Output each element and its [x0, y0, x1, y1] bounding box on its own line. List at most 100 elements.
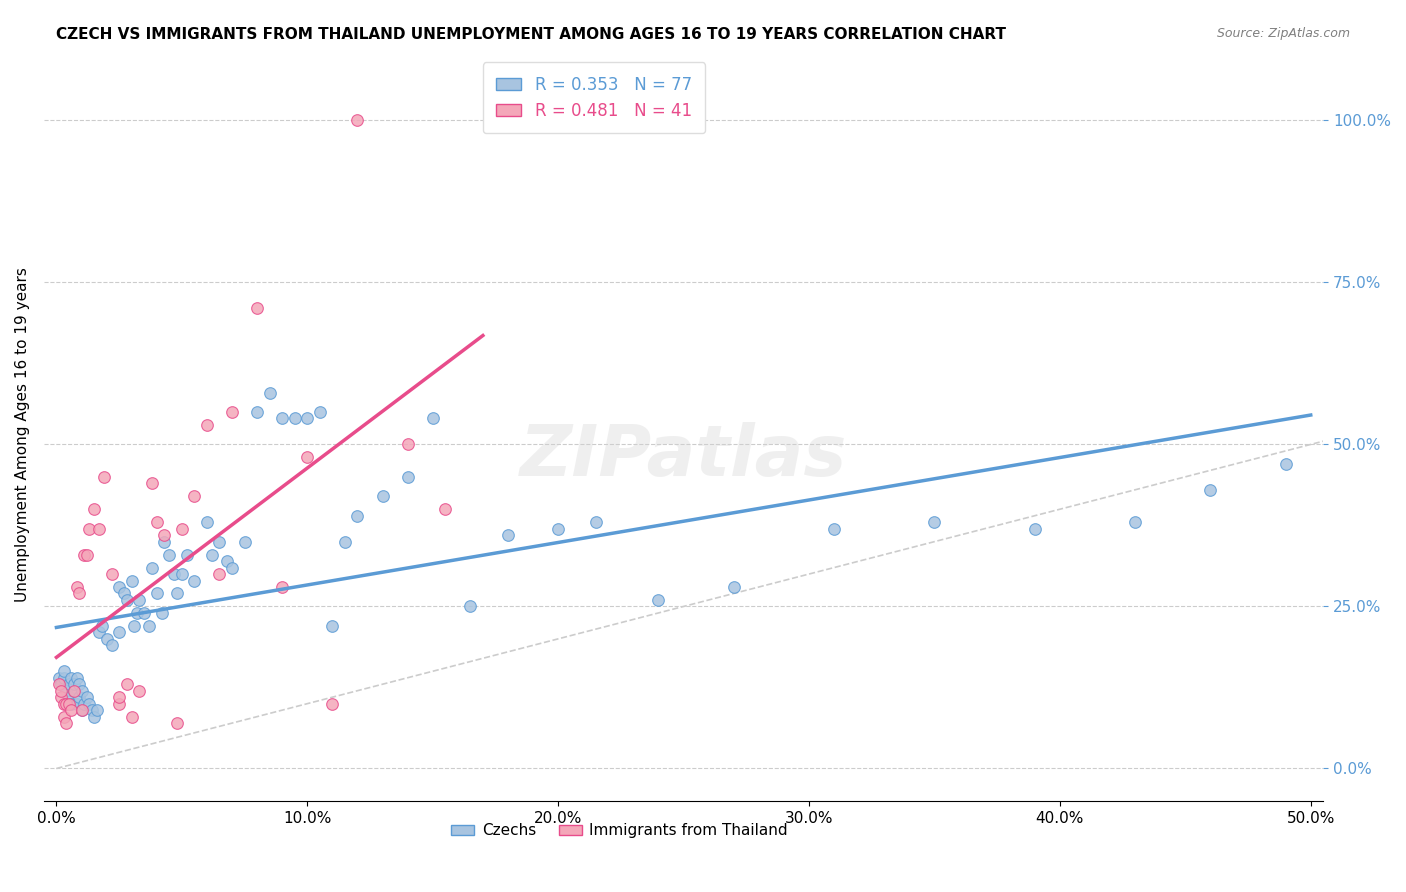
Point [70, 703, 93, 717]
Point [233, 534, 256, 549]
Point [73, 548, 96, 562]
Point [396, 437, 419, 451]
Point [112, 586, 135, 600]
Point [259, 385, 281, 400]
Legend: Czechs, Immigrants from Thailand: Czechs, Immigrants from Thailand [446, 817, 794, 845]
Point [55, 716, 77, 731]
Point [271, 580, 294, 594]
Point [141, 560, 163, 574]
Point [201, 548, 224, 562]
Point [63, 677, 86, 691]
Point [100, 638, 122, 652]
Point [52, 665, 75, 679]
Point [108, 625, 131, 640]
Point [321, 697, 343, 711]
Point [138, 619, 160, 633]
Point [65, 697, 87, 711]
Point [823, 522, 845, 536]
Point [166, 586, 188, 600]
Point [284, 411, 307, 425]
Point [48, 677, 70, 691]
Point [924, 515, 946, 529]
Point [647, 593, 669, 607]
Point [434, 502, 457, 516]
Point [166, 716, 188, 731]
Point [141, 476, 163, 491]
Point [134, 606, 156, 620]
Point [170, 567, 193, 582]
Point [87, 522, 110, 536]
Point [1199, 483, 1222, 497]
Point [128, 683, 150, 698]
Point [58, 697, 80, 711]
Point [153, 534, 176, 549]
Point [128, 593, 150, 607]
Point [146, 515, 169, 529]
Point [115, 593, 138, 607]
Point [460, 599, 482, 614]
Point [346, 113, 368, 128]
Point [422, 411, 444, 425]
Point [51, 690, 73, 705]
Point [346, 508, 368, 523]
Point [77, 522, 100, 536]
Point [73, 697, 96, 711]
Point [96, 632, 118, 646]
Point [308, 405, 330, 419]
Point [1024, 522, 1046, 536]
Text: CZECH VS IMMIGRANTS FROM THAILAND UNEMPLOYMENT AMONG AGES 16 TO 19 YEARS CORRELA: CZECH VS IMMIGRANTS FROM THAILAND UNEMPL… [56, 27, 1007, 42]
Point [76, 690, 98, 705]
Point [63, 683, 86, 698]
Text: Source: ZipAtlas.com: Source: ZipAtlas.com [1216, 27, 1350, 40]
Point [58, 690, 80, 705]
Point [65, 580, 87, 594]
Point [60, 671, 83, 685]
Point [93, 470, 115, 484]
Point [176, 548, 198, 562]
Point [585, 515, 607, 529]
Point [55, 697, 77, 711]
Point [60, 703, 83, 717]
Point [153, 528, 176, 542]
Point [77, 697, 100, 711]
Point [83, 502, 105, 516]
Point [70, 703, 93, 717]
Point [83, 709, 105, 723]
Point [1274, 457, 1296, 471]
Point [67, 586, 90, 600]
Point [333, 534, 356, 549]
Point [65, 671, 87, 685]
Point [215, 554, 238, 568]
Point [108, 697, 131, 711]
Y-axis label: Unemployment Among Ages 16 to 19 years: Unemployment Among Ages 16 to 19 years [15, 268, 30, 602]
Point [297, 450, 319, 465]
Point [183, 489, 205, 503]
Point [108, 580, 131, 594]
Point [195, 417, 218, 432]
Point [163, 567, 186, 582]
Point [52, 709, 75, 723]
Point [86, 703, 108, 717]
Point [48, 671, 70, 685]
Point [321, 619, 343, 633]
Point [100, 567, 122, 582]
Point [195, 515, 218, 529]
Point [246, 301, 269, 316]
Point [115, 677, 138, 691]
Point [51, 677, 73, 691]
Point [150, 606, 173, 620]
Point [67, 677, 90, 691]
Point [76, 548, 98, 562]
Point [723, 580, 745, 594]
Point [396, 470, 419, 484]
Text: ZIPatlas: ZIPatlas [520, 422, 848, 491]
Point [87, 625, 110, 640]
Point [221, 560, 243, 574]
Point [271, 411, 294, 425]
Point [122, 619, 145, 633]
Point [297, 411, 319, 425]
Point [1123, 515, 1146, 529]
Point [496, 528, 519, 542]
Point [52, 671, 75, 685]
Point [90, 619, 112, 633]
